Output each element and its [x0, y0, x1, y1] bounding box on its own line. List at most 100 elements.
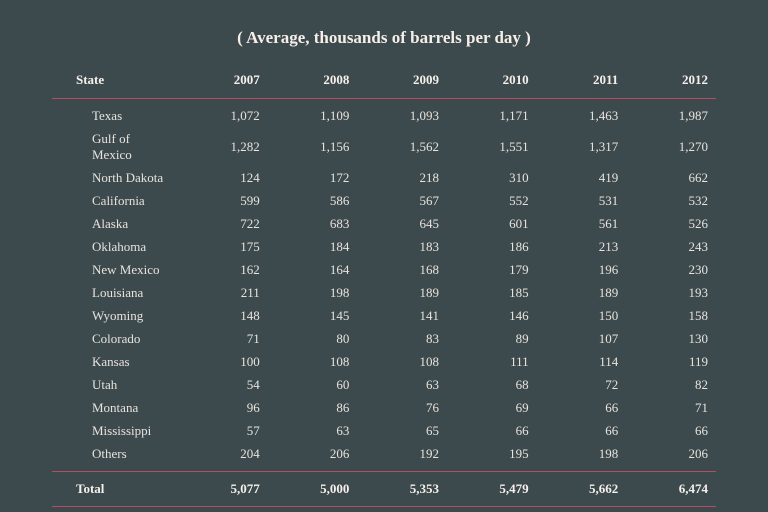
cell-value: 114	[537, 351, 627, 374]
cell-value: 150	[537, 305, 627, 328]
cell-value: 54	[178, 374, 268, 397]
cell-state: Kansas	[52, 351, 178, 374]
cell-value: 1,987	[626, 99, 716, 128]
cell-value: 1,562	[357, 128, 447, 167]
cell-value: 162	[178, 259, 268, 282]
cell-state: North Dakota	[52, 167, 178, 190]
cell-value: 158	[626, 305, 716, 328]
total-label: Total	[52, 472, 178, 507]
cell-value: 1,270	[626, 128, 716, 167]
cell-value: 66	[626, 420, 716, 443]
cell-value: 108	[357, 351, 447, 374]
table-row: New Mexico162164168179196230	[52, 259, 716, 282]
col-header-year: 2010	[447, 66, 537, 99]
cell-value: 69	[447, 397, 537, 420]
cell-value: 1,171	[447, 99, 537, 128]
cell-value: 148	[178, 305, 268, 328]
cell-value: 145	[268, 305, 358, 328]
cell-value: 230	[626, 259, 716, 282]
table-header-row: State200720082009201020112012	[52, 66, 716, 99]
cell-value: 567	[357, 190, 447, 213]
table-row: North Dakota124172218310419662	[52, 167, 716, 190]
cell-value: 82	[626, 374, 716, 397]
cell-value: 63	[357, 374, 447, 397]
cell-value: 192	[357, 443, 447, 472]
cell-value: 119	[626, 351, 716, 374]
cell-value: 189	[537, 282, 627, 305]
cell-state: New Mexico	[52, 259, 178, 282]
cell-value: 183	[357, 236, 447, 259]
cell-value: 89	[447, 328, 537, 351]
cell-value: 645	[357, 213, 447, 236]
cell-value: 100	[178, 351, 268, 374]
cell-value: 1,282	[178, 128, 268, 167]
col-header-year: 2009	[357, 66, 447, 99]
table-row: Wyoming148145141146150158	[52, 305, 716, 328]
cell-value: 130	[626, 328, 716, 351]
cell-value: 552	[447, 190, 537, 213]
cell-value: 66	[537, 420, 627, 443]
cell-value: 218	[357, 167, 447, 190]
cell-value: 172	[268, 167, 358, 190]
data-table: State200720082009201020112012 Texas1,072…	[52, 66, 716, 507]
cell-value: 526	[626, 213, 716, 236]
cell-value: 1,072	[178, 99, 268, 128]
cell-value: 111	[447, 351, 537, 374]
cell-state: Montana	[52, 397, 178, 420]
cell-value: 196	[537, 259, 627, 282]
cell-value: 141	[357, 305, 447, 328]
cell-value: 68	[447, 374, 537, 397]
cell-value: 532	[626, 190, 716, 213]
cell-value: 1,551	[447, 128, 537, 167]
total-value: 5,662	[537, 472, 627, 507]
col-header-year: 2012	[626, 66, 716, 99]
cell-value: 57	[178, 420, 268, 443]
table-row: Utah546063687282	[52, 374, 716, 397]
cell-state: Louisiana	[52, 282, 178, 305]
cell-value: 1,317	[537, 128, 627, 167]
total-value: 5,353	[357, 472, 447, 507]
cell-value: 184	[268, 236, 358, 259]
cell-value: 586	[268, 190, 358, 213]
cell-state: California	[52, 190, 178, 213]
cell-value: 206	[268, 443, 358, 472]
cell-state: Wyoming	[52, 305, 178, 328]
cell-value: 65	[357, 420, 447, 443]
cell-value: 86	[268, 397, 358, 420]
cell-value: 662	[626, 167, 716, 190]
cell-value: 195	[447, 443, 537, 472]
cell-value: 186	[447, 236, 537, 259]
cell-state: Utah	[52, 374, 178, 397]
cell-value: 175	[178, 236, 268, 259]
cell-value: 168	[357, 259, 447, 282]
table-row: Mississippi576365666666	[52, 420, 716, 443]
cell-value: 683	[268, 213, 358, 236]
total-value: 6,474	[626, 472, 716, 507]
col-header-year: 2008	[268, 66, 358, 99]
cell-value: 146	[447, 305, 537, 328]
cell-value: 193	[626, 282, 716, 305]
cell-value: 108	[268, 351, 358, 374]
cell-value: 243	[626, 236, 716, 259]
cell-value: 1,109	[268, 99, 358, 128]
cell-state: Others	[52, 443, 178, 472]
table-row: Texas1,0721,1091,0931,1711,4631,987	[52, 99, 716, 128]
col-header-year: 2011	[537, 66, 627, 99]
cell-value: 1,093	[357, 99, 447, 128]
table-row: Others204206192195198206	[52, 443, 716, 472]
col-header-year: 2007	[178, 66, 268, 99]
table-row: California599586567552531532	[52, 190, 716, 213]
total-value: 5,077	[178, 472, 268, 507]
cell-value: 71	[178, 328, 268, 351]
cell-value: 124	[178, 167, 268, 190]
table-row: Montana968676696671	[52, 397, 716, 420]
cell-value: 561	[537, 213, 627, 236]
cell-state: Oklahoma	[52, 236, 178, 259]
cell-value: 198	[537, 443, 627, 472]
cell-value: 185	[447, 282, 537, 305]
cell-value: 310	[447, 167, 537, 190]
cell-value: 72	[537, 374, 627, 397]
cell-value: 66	[447, 420, 537, 443]
cell-value: 601	[447, 213, 537, 236]
cell-value: 206	[626, 443, 716, 472]
